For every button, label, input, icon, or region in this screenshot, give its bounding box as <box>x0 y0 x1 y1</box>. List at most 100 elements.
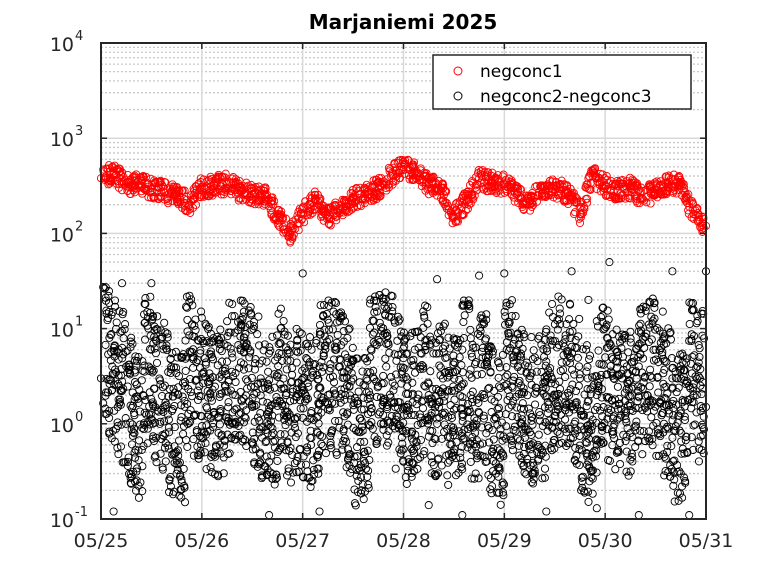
data-point <box>527 192 536 201</box>
data-point <box>105 413 114 423</box>
data-point <box>458 345 467 354</box>
data-point <box>536 182 545 191</box>
data-point <box>437 179 446 189</box>
data-point <box>409 160 418 169</box>
data-point <box>374 190 383 199</box>
data-point <box>529 192 538 201</box>
data-point <box>680 194 689 203</box>
data-point <box>140 408 149 417</box>
data-point <box>358 195 367 204</box>
data-point <box>186 191 195 200</box>
data-point <box>657 189 666 199</box>
data-point <box>270 197 279 206</box>
data-point <box>463 204 472 213</box>
data-point <box>615 194 624 203</box>
data-point <box>160 184 169 193</box>
data-point <box>527 202 536 211</box>
data-point <box>642 198 651 207</box>
data-point <box>664 171 673 180</box>
data-point <box>606 186 615 195</box>
data-point <box>592 504 601 513</box>
data-point <box>118 354 127 363</box>
data-point <box>225 184 234 193</box>
data-point <box>444 211 453 220</box>
data-point <box>113 443 122 452</box>
data-point <box>617 179 626 188</box>
data-point <box>140 310 149 319</box>
data-point <box>107 330 116 339</box>
data-point <box>557 176 566 185</box>
data-point <box>376 182 385 191</box>
data-point <box>101 293 110 302</box>
data-point <box>380 181 389 190</box>
y-tick-base: 10 <box>50 224 74 246</box>
data-point <box>131 445 140 454</box>
data-point <box>324 219 333 228</box>
data-point <box>491 173 500 182</box>
data-point <box>261 184 270 193</box>
data-point <box>140 318 149 328</box>
data-point <box>275 222 284 231</box>
data-point <box>134 352 143 362</box>
data-point <box>213 172 223 181</box>
data-point <box>575 374 585 383</box>
data-point <box>141 335 150 344</box>
data-point <box>400 156 410 165</box>
data-point <box>615 178 624 187</box>
data-point <box>353 202 362 211</box>
data-point <box>646 182 655 192</box>
data-point <box>147 279 156 288</box>
data-point <box>417 182 426 191</box>
data-point <box>102 306 111 315</box>
data-point <box>449 204 458 213</box>
x-tick-label: 05/28 <box>376 530 431 552</box>
data-point <box>304 203 313 212</box>
data-point <box>464 200 473 209</box>
data-point <box>110 380 119 389</box>
data-point <box>126 337 135 346</box>
data-point <box>101 174 110 183</box>
data-point <box>694 217 703 226</box>
data-point <box>114 355 123 364</box>
y-tick-exponent: 4 <box>75 29 83 44</box>
data-point <box>576 210 586 219</box>
data-point <box>476 178 485 187</box>
data-point <box>539 183 548 192</box>
data-point <box>115 167 124 176</box>
data-point <box>592 391 601 400</box>
data-point <box>332 216 341 225</box>
data-point <box>390 159 399 168</box>
data-point <box>518 199 527 209</box>
data-point <box>533 191 542 200</box>
data-point <box>123 457 133 466</box>
data-point <box>212 174 221 183</box>
data-point <box>109 507 118 516</box>
data-point <box>123 170 132 180</box>
data-point <box>202 182 211 191</box>
data-point <box>478 166 487 175</box>
data-point <box>633 181 642 191</box>
data-point <box>433 275 442 284</box>
data-point <box>123 461 132 470</box>
data-point <box>289 230 298 239</box>
data-point <box>117 279 127 288</box>
data-point <box>577 197 586 207</box>
data-point <box>150 179 159 188</box>
data-point <box>231 175 240 184</box>
data-point <box>102 409 111 418</box>
data-point <box>202 185 211 194</box>
data-point <box>514 194 523 203</box>
data-point <box>117 371 126 380</box>
data-point <box>138 172 147 181</box>
data-point <box>126 478 135 487</box>
data-point <box>146 292 155 301</box>
data-point <box>124 366 134 375</box>
data-point <box>116 400 125 409</box>
data-point <box>197 185 206 194</box>
data-point <box>608 179 617 188</box>
data-point <box>164 199 173 208</box>
data-point <box>432 184 441 193</box>
data-point <box>503 182 512 191</box>
x-tick-label: 05/29 <box>477 530 532 552</box>
